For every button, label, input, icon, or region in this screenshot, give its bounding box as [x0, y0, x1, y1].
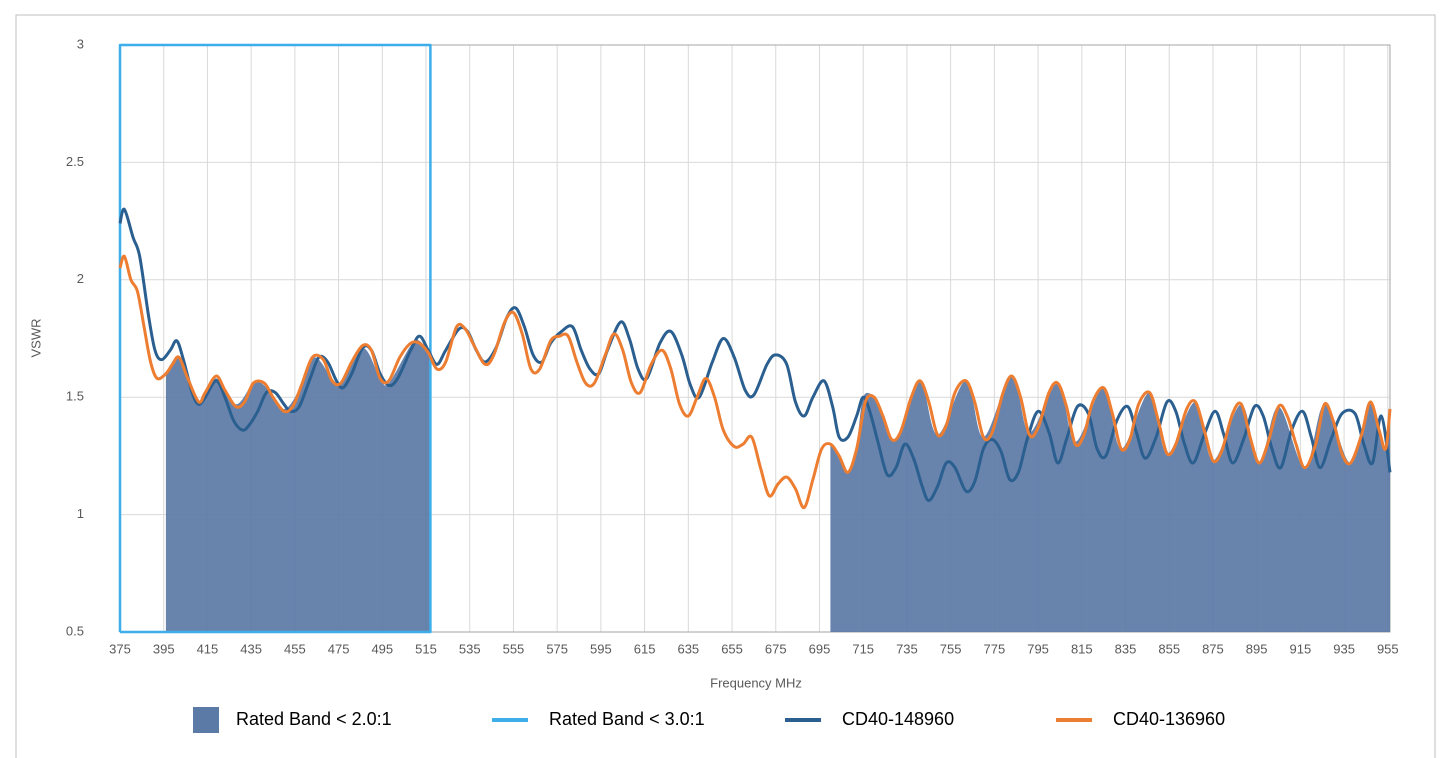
legend-label: CD40-148960	[842, 709, 954, 729]
y-tick-label: 2	[77, 271, 84, 286]
x-tick-label: 375	[109, 641, 131, 656]
x-tick-label: 715	[852, 641, 874, 656]
line	[118, 43, 432, 634]
x-tick-label: 655	[721, 641, 743, 656]
y-tick-label: 3	[77, 36, 84, 51]
x-tick-label: 915	[1290, 641, 1312, 656]
x-tick-label: 755	[940, 641, 962, 656]
x-tick-label: 675	[765, 641, 787, 656]
x-tick-label: 955	[1377, 641, 1399, 656]
x-tick-label: 475	[328, 641, 350, 656]
x-tick-label: 535	[459, 641, 481, 656]
x-tick-label: 935	[1333, 641, 1355, 656]
legend-swatch	[193, 707, 219, 733]
x-tick-label: 615	[634, 641, 656, 656]
x-tick-label: 815	[1071, 641, 1093, 656]
x-tick-label: 415	[197, 641, 219, 656]
chart-frame	[15, 14, 1436, 758]
x-tick-label: 735	[896, 641, 918, 656]
area	[165, 339, 1391, 632]
x-tick-label: 795	[1027, 641, 1049, 656]
y-axis-title: VSWR	[28, 319, 43, 358]
x-tick-label: 895	[1246, 641, 1268, 656]
x-tick-label: 595	[590, 641, 612, 656]
line	[118, 207, 1392, 503]
x-axis-title: Frequency MHz	[710, 675, 802, 690]
x-tick-label: 875	[1202, 641, 1224, 656]
x-tick-label: 855	[1158, 641, 1180, 656]
y-tick-label: 0.5	[66, 623, 84, 638]
legend-label: CD40-136960	[1113, 709, 1225, 729]
x-tick-label: 455	[284, 641, 306, 656]
x-tick-label: 775	[984, 641, 1006, 656]
x-tick-label: 575	[546, 641, 568, 656]
line	[118, 254, 1392, 510]
x-tick-label: 835	[1115, 641, 1137, 656]
x-tick-label: 395	[153, 641, 175, 656]
y-tick-label: 1.5	[66, 389, 84, 404]
x-tick-label: 515	[415, 641, 437, 656]
x-tick-label: 435	[240, 641, 262, 656]
x-tick-label: 635	[677, 641, 699, 656]
x-tick-label: 495	[371, 641, 393, 656]
plot-area	[118, 43, 1392, 634]
x-tick-label: 555	[503, 641, 525, 656]
y-tick-label: 2.5	[66, 154, 84, 169]
legend-label: Rated Band < 2.0:1	[236, 709, 392, 729]
x-tick-label: 695	[809, 641, 831, 656]
legend-label: Rated Band < 3.0:1	[549, 709, 705, 729]
y-tick-label: 1	[77, 506, 84, 521]
